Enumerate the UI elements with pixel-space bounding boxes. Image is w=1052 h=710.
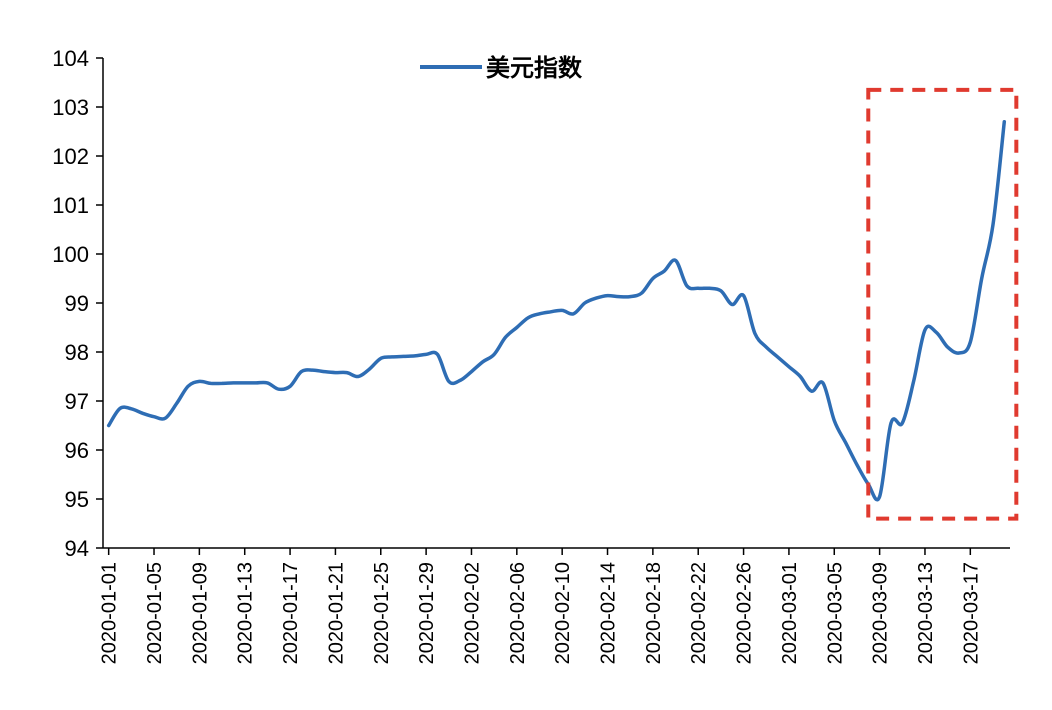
y-tick-label: 95 [65,487,89,512]
x-tick-label: 2020-02-26 [734,562,756,664]
legend: 美元指数 [420,54,583,82]
x-tick-label: 2020-01-05 [144,562,166,664]
y-tick-label: 99 [65,291,89,316]
x-tick-label: 2020-02-18 [643,562,665,664]
x-tick-label: 2020-03-05 [824,562,846,664]
x-tick-label: 2020-01-29 [416,562,438,664]
series-line-dxy [106,119,1007,502]
y-tick-label: 103 [52,95,89,120]
x-tick-label: 2020-01-25 [371,562,393,664]
x-tick-label: 2020-01-17 [280,562,302,664]
y-tick-label: 101 [52,193,89,218]
y-tick-label: 102 [52,144,89,169]
x-tick-label: 2020-01-09 [189,562,211,664]
y-tick-label: 98 [65,340,89,365]
x-tick-label: 2020-01-01 [99,562,121,664]
x-tick-label: 2020-03-09 [870,562,892,664]
highlight-box [866,87,1019,521]
x-tick-label: 2020-01-21 [325,562,347,664]
y-axis-ticks: 94 95 96 97 98 99 100 101 102 103 104 [52,46,103,561]
x-tick-label: 2020-02-02 [461,562,483,664]
x-tick-label: 2020-03-13 [915,562,937,664]
x-tick-label: 2020-01-13 [235,562,257,664]
y-tick-label: 96 [65,438,89,463]
y-tick-label: 104 [52,46,89,71]
legend-label: 美元指数 [486,54,583,82]
x-tick-label: 2020-03-17 [960,562,982,664]
x-tick-label: 2020-03-01 [779,562,801,664]
x-tick-label: 2020-02-22 [688,562,710,664]
x-tick-label: 2020-02-14 [598,562,620,664]
x-axis-ticks: 2020-01-01 2020-01-05 2020-01-09 2020-01-13… [99,548,982,664]
y-tick-label: 97 [65,389,89,414]
x-tick-label: 2020-02-06 [507,562,529,664]
y-tick-label: 94 [65,536,89,561]
y-tick-label: 100 [52,242,89,267]
x-tick-label: 2020-02-10 [552,562,574,664]
